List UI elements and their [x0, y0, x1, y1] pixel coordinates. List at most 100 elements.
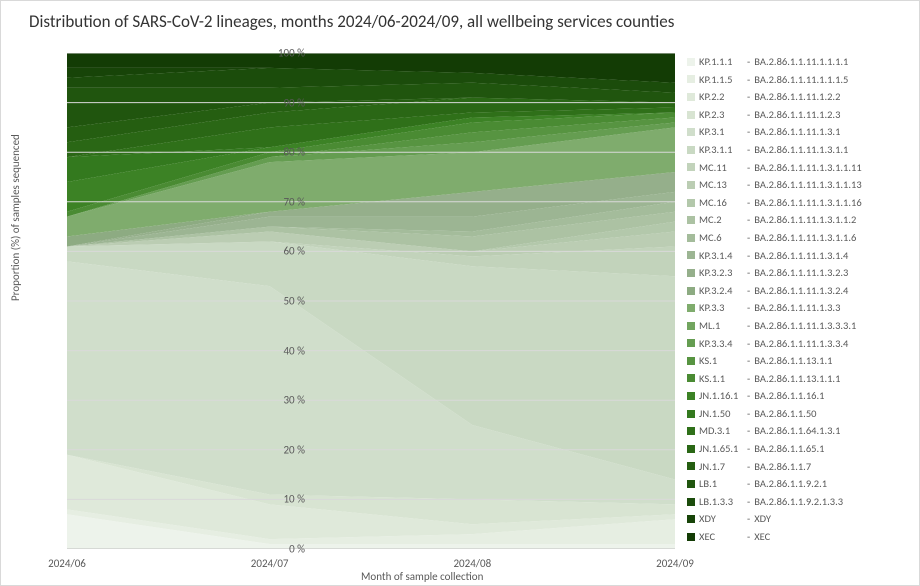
- legend-item: KP.2.2-BA.2.86.1.1.11.1.2.2: [687, 88, 909, 106]
- legend-alias: BA.2.86.1.1.11.1.3.1.4: [754, 247, 848, 265]
- legend-swatch: [687, 427, 695, 435]
- legend-name: KP.3.1: [699, 123, 747, 141]
- legend-item: KS.1.1-BA.2.86.1.1.13.1.1.1: [687, 370, 909, 388]
- legend-name: XEC: [699, 528, 747, 546]
- legend-alias: BA.2.86.1.1.11.1.3.1: [754, 123, 840, 141]
- legend-dash: -: [747, 71, 750, 89]
- legend-item: JN.1.7-BA.2.86.1.1.7: [687, 458, 909, 476]
- legend-item: KP.1.1.5-BA.2.86.1.1.11.1.1.1.5: [687, 71, 909, 89]
- legend-alias: BA.2.86.1.1.11.1.2.3: [754, 106, 840, 124]
- legend-swatch: [687, 287, 695, 295]
- legend-alias: BA.2.86.1.1.16.1: [754, 387, 824, 405]
- legend-dash: -: [747, 510, 750, 528]
- legend-alias: BA.2.86.1.1.64.1.3.1: [754, 422, 840, 440]
- legend-dash: -: [747, 194, 750, 212]
- legend-name: JN.1.65.1: [699, 440, 747, 458]
- legend-item: KP.3.1.4-BA.2.86.1.1.11.1.3.1.4: [687, 247, 909, 265]
- legend-alias: BA.2.86.1.1.11.1.3.2.3: [754, 264, 848, 282]
- legend-name: KP.3.1.4: [699, 247, 747, 265]
- legend-swatch: [687, 128, 695, 136]
- legend-swatch: [687, 374, 695, 382]
- legend-alias: BA.2.86.1.1.11.1.3.3: [754, 299, 840, 317]
- legend-alias: BA.2.86.1.1.65.1: [754, 440, 824, 458]
- legend-swatch: [687, 251, 695, 259]
- legend-item: KS.1-BA.2.86.1.1.13.1.1: [687, 352, 909, 370]
- legend-dash: -: [747, 247, 750, 265]
- y-tick: 90 %: [265, 96, 305, 109]
- plot-area: [67, 53, 675, 549]
- legend-item: MC.6-BA.2.86.1.1.11.1.3.1.1.6: [687, 229, 909, 247]
- legend-swatch: [687, 392, 695, 400]
- legend-swatch: [687, 199, 695, 207]
- legend-alias: BA.2.86.1.1.11.1.3.1.1.6: [754, 229, 856, 247]
- legend-alias: BA.2.86.1.1.11.1.3.1.1.16: [754, 194, 861, 212]
- legend-dash: -: [747, 352, 750, 370]
- legend-alias: BA.2.86.1.1.11.1.3.1.1.11: [754, 159, 861, 177]
- legend-swatch: [687, 445, 695, 453]
- legend-item: XEC-XEC: [687, 528, 909, 546]
- legend-swatch: [687, 58, 695, 66]
- legend: KP.1.1.1-BA.2.86.1.1.11.1.1.1.1KP.1.1.5-…: [687, 53, 909, 546]
- legend-swatch: [687, 339, 695, 347]
- legend-item: KP.1.1.1-BA.2.86.1.1.11.1.1.1.1: [687, 53, 909, 71]
- y-axis-label: Proportion (%) of samples sequenced: [9, 134, 22, 301]
- legend-alias: BA.2.86.1.1.11.1.3.1.1: [754, 141, 848, 159]
- legend-dash: -: [747, 440, 750, 458]
- legend-name: XDY: [699, 510, 747, 528]
- legend-dash: -: [747, 458, 750, 476]
- legend-name: JN.1.7: [699, 458, 747, 476]
- legend-alias: BA.2.86.1.1.11.1.2.2: [754, 88, 840, 106]
- legend-name: KS.1.1: [699, 370, 747, 388]
- legend-alias: BA.2.86.1.1.9.2.1.3.3: [754, 493, 843, 511]
- legend-swatch: [687, 181, 695, 189]
- x-tick: 2024/08: [453, 557, 491, 570]
- legend-swatch: [687, 75, 695, 83]
- x-tick: 2024/07: [251, 557, 289, 570]
- legend-dash: -: [747, 123, 750, 141]
- legend-item: JN.1.16.1-BA.2.86.1.1.16.1: [687, 387, 909, 405]
- legend-name: KP.3.3: [699, 299, 747, 317]
- legend-dash: -: [747, 211, 750, 229]
- legend-item: MC.2-BA.2.86.1.1.11.1.3.1.1.2: [687, 211, 909, 229]
- legend-item: JN.1.65.1-BA.2.86.1.1.65.1: [687, 440, 909, 458]
- legend-alias: BA.2.86.1.1.13.1.1: [754, 352, 832, 370]
- legend-item: KP.3.2.3-BA.2.86.1.1.11.1.3.2.3: [687, 264, 909, 282]
- legend-item: MC.13-BA.2.86.1.1.11.1.3.1.1.13: [687, 176, 909, 194]
- y-tick: 70 %: [265, 195, 305, 208]
- legend-item: KP.3.3-BA.2.86.1.1.11.1.3.3: [687, 299, 909, 317]
- legend-name: MC.16: [699, 194, 747, 212]
- legend-item: MD.3.1-BA.2.86.1.1.64.1.3.1: [687, 422, 909, 440]
- legend-dash: -: [747, 528, 750, 546]
- legend-swatch: [687, 269, 695, 277]
- legend-item: KP.3.3.4-BA.2.86.1.1.11.1.3.3.4: [687, 335, 909, 353]
- legend-alias: BA.2.86.1.1.11.1.1.1.5: [754, 71, 848, 89]
- y-tick: 60 %: [265, 245, 305, 258]
- legend-item: KP.2.3-BA.2.86.1.1.11.1.2.3: [687, 106, 909, 124]
- legend-dash: -: [747, 422, 750, 440]
- y-tick: 50 %: [265, 295, 305, 308]
- legend-name: KP.3.2.3: [699, 264, 747, 282]
- legend-name: KP.2.3: [699, 106, 747, 124]
- legend-dash: -: [747, 475, 750, 493]
- legend-swatch: [687, 93, 695, 101]
- legend-dash: -: [747, 176, 750, 194]
- legend-swatch: [687, 146, 695, 154]
- x-axis-label: Month of sample collection: [361, 570, 483, 583]
- legend-alias: BA.2.86.1.1.11.1.3.1.1.2: [754, 211, 856, 229]
- legend-name: MC.6: [699, 229, 747, 247]
- x-tick: 2024/06: [48, 557, 86, 570]
- legend-name: MC.13: [699, 176, 747, 194]
- y-tick: 100 %: [265, 47, 305, 60]
- legend-alias: BA.2.86.1.1.7: [754, 458, 811, 476]
- legend-dash: -: [747, 141, 750, 159]
- legend-dash: -: [747, 335, 750, 353]
- legend-alias: BA.2.86.1.1.13.1.1.1: [754, 370, 840, 388]
- legend-item: ML.1-BA.2.86.1.1.11.1.3.3.3.1: [687, 317, 909, 335]
- legend-alias: BA.2.86.1.1.11.1.3.3.4: [754, 335, 848, 353]
- legend-item: KP.3.1-BA.2.86.1.1.11.1.3.1: [687, 123, 909, 141]
- legend-alias: BA.2.86.1.1.11.1.3.1.1.13: [754, 176, 861, 194]
- legend-swatch: [687, 515, 695, 523]
- legend-dash: -: [747, 264, 750, 282]
- legend-alias: XEC: [754, 528, 770, 546]
- y-tick: 80 %: [265, 146, 305, 159]
